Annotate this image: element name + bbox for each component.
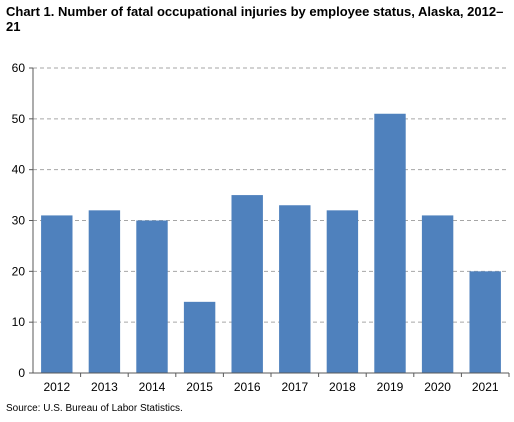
- y-tick-label: 60: [12, 61, 26, 75]
- bar-2020: [421, 215, 454, 373]
- axes: [29, 67, 510, 377]
- y-tick-label: 20: [12, 264, 26, 278]
- bar-2016: [231, 195, 263, 373]
- x-tick-label: 2014: [139, 380, 166, 394]
- y-tick-label: 50: [12, 112, 26, 126]
- x-tick-label: 2017: [281, 380, 308, 394]
- bar-2017: [279, 205, 311, 373]
- bar-2018: [326, 210, 359, 373]
- source-note: Source: U.S. Bureau of Labor Statistics.: [6, 403, 183, 414]
- y-tick-label: 40: [12, 163, 26, 177]
- x-tick-label: 2013: [91, 380, 118, 394]
- y-tick-label: 30: [12, 214, 26, 228]
- y-tick-label: 0: [18, 366, 25, 380]
- bar-2012: [41, 215, 73, 373]
- x-tick-label: 2020: [424, 380, 451, 394]
- x-tick-labels: 2012 2013 2014 2015 2016 2017 2018 2019 2020 2021: [43, 380, 498, 394]
- x-tick-label: 2012: [43, 380, 70, 394]
- bar-2021: [469, 271, 501, 373]
- x-tick-label: 2018: [329, 380, 356, 394]
- bar-2015: [183, 301, 216, 373]
- bars: [41, 113, 501, 373]
- x-tick-label: 2021: [472, 380, 499, 394]
- bar-2019: [374, 113, 406, 373]
- bar-2014: [136, 220, 168, 373]
- y-tick-labels: 0 10 20 30 40 50 60: [12, 61, 26, 380]
- x-tick-label: 2016: [234, 380, 261, 394]
- x-tick-label: 2019: [377, 380, 404, 394]
- bar-2013: [88, 210, 121, 373]
- y-tick-label: 10: [12, 315, 26, 329]
- chart-title: Chart 1. Number of fatal occupational in…: [6, 4, 504, 34]
- x-tick-label: 2015: [186, 380, 213, 394]
